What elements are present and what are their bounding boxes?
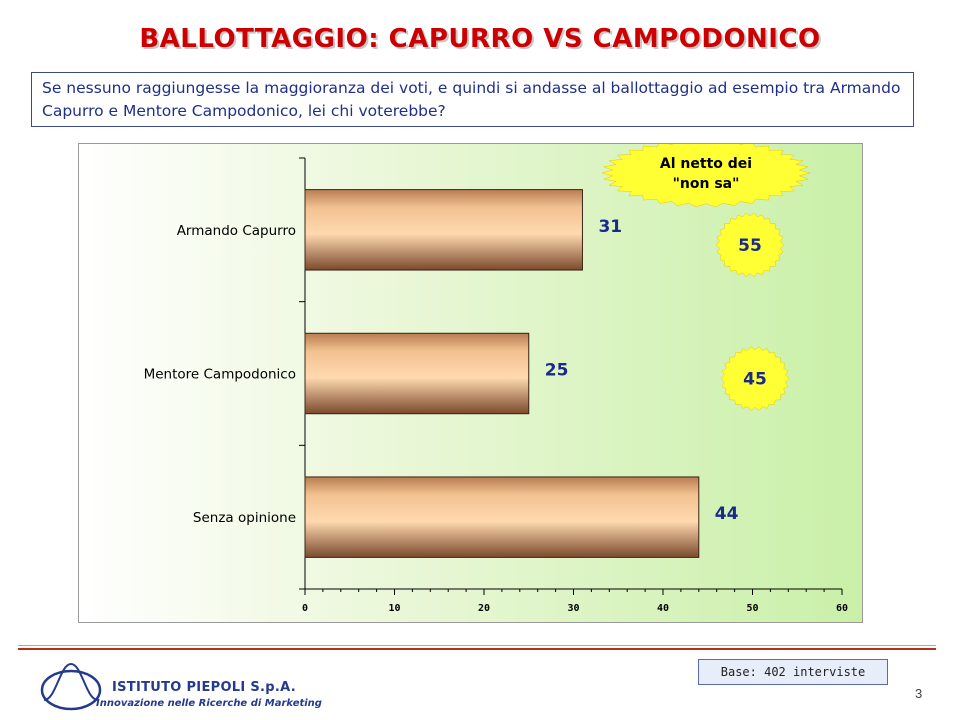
category-label: Senza opinione <box>193 510 296 526</box>
company-name: ISTITUTO PIEPOLI S.p.A. <box>112 680 296 695</box>
bar <box>304 476 700 558</box>
bar <box>304 332 530 415</box>
sample-base-note: Base: 402 interviste <box>698 659 888 685</box>
data-label: 31 <box>598 217 622 237</box>
category-label: Armando Capurro <box>177 223 296 239</box>
net-label-line1: Al netto dei <box>660 156 752 172</box>
category-label: Mentore Campodonico <box>144 367 296 383</box>
net-value-label: 55 <box>738 236 762 256</box>
page-number: 3 <box>915 686 923 701</box>
net-label-burst <box>601 144 811 208</box>
data-label: 25 <box>545 361 569 381</box>
bar-chart: 0 10 20 30 40 50 60 Armando Capurro 31 Mentore Ca… <box>144 144 848 614</box>
footer-divider-accent <box>18 648 936 650</box>
company-tagline: Innovazione nelle Ricerche di Marketing <box>96 698 322 709</box>
data-label: 44 <box>715 504 739 524</box>
x-tick-label: 30 <box>567 603 579 614</box>
x-tick-label: 20 <box>478 603 490 614</box>
x-tick-label: 0 <box>302 603 308 614</box>
net-value-burst <box>715 212 785 277</box>
page-title: BALLOTTAGGIO: CAPURRO VS CAMPODONICO <box>139 24 821 54</box>
net-label-line2: "non sa" <box>673 176 740 192</box>
net-value-label: 45 <box>743 370 767 390</box>
question-text: Se nessuno raggiungesse la maggioranza d… <box>31 72 914 127</box>
x-tick-label: 40 <box>657 603 669 614</box>
x-tick-label: 10 <box>388 603 400 614</box>
company-logo-icon <box>40 662 102 711</box>
bar <box>304 189 583 271</box>
net-value-burst <box>720 346 790 411</box>
footer-divider <box>18 645 936 646</box>
x-tick-label: 60 <box>836 603 848 614</box>
x-tick-label: 50 <box>746 603 758 614</box>
chart-panel: 0 10 20 30 40 50 60 Armando Capurro 31 Mentore Ca… <box>78 143 863 623</box>
